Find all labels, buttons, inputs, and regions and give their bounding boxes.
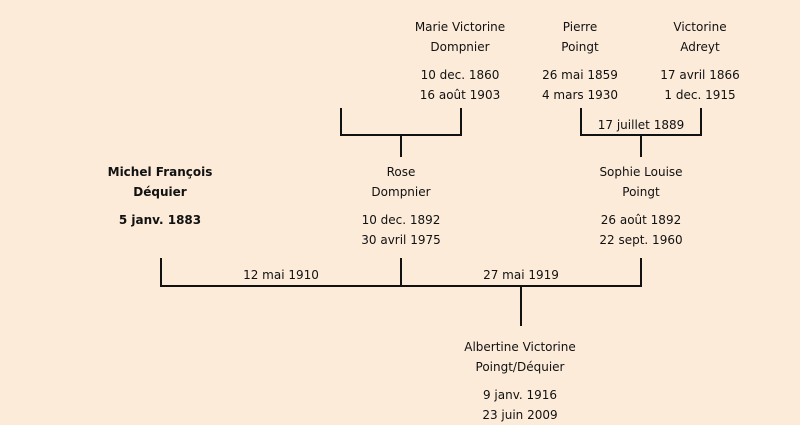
birth-date: 9 janv. 1916 — [482, 388, 558, 402]
name: Albertine Victorine — [464, 340, 576, 354]
death-date: 4 mars 1930 — [541, 88, 619, 102]
birth-date: 17 avril 1866 — [660, 68, 740, 82]
surname: Poingt — [561, 40, 599, 54]
connector-marie-rose — [340, 108, 462, 157]
connector-marriages — [160, 258, 642, 287]
surname: Dompnier — [430, 40, 490, 54]
name: Pierre — [562, 20, 598, 34]
death-date: 16 août 1903 — [419, 88, 501, 102]
birth-date: 26 mai 1859 — [542, 68, 618, 82]
birth-date: 10 dec. 1892 — [361, 213, 441, 227]
person-pierre-poingt: Pierre Poingt 26 mai 1859 4 mars 1930 — [490, 17, 670, 105]
surname: Poingt/Déquier — [475, 360, 565, 374]
person-marie-victorine-dompnier: Marie Victorine Dompnier 10 dec. 1860 16… — [370, 17, 550, 105]
surname: Déquier — [133, 185, 187, 199]
surname: Adreyt — [680, 40, 720, 54]
death-date: 30 avril 1975 — [361, 233, 441, 247]
person-rose-dompnier: Rose Dompnier 10 dec. 1892 30 avril 1975 — [311, 162, 491, 250]
marriage-date-pierre-victorine: 17 juillet 1889 — [597, 118, 685, 132]
death-date: 23 juin 2009 — [482, 408, 558, 422]
person-victorine-adreyt: Victorine Adreyt 17 avril 1866 1 dec. 19… — [610, 17, 790, 105]
name: Rose — [386, 165, 416, 179]
name: Michel François — [107, 165, 213, 179]
surname: Dompnier — [371, 185, 431, 199]
birth-date: 10 dec. 1860 — [420, 68, 500, 82]
name: Sophie Louise — [599, 165, 683, 179]
person-michel-francois-dequier: Michel François Déquier 5 janv. 1883 — [70, 162, 250, 230]
death-date: 1 dec. 1915 — [664, 88, 736, 102]
surname: Poingt — [622, 185, 660, 199]
person-sophie-louise-poingt: Sophie Louise Poingt 26 août 1892 22 sep… — [551, 162, 731, 250]
person-albertine-victorine-poingt-dequier: Albertine Victorine Poingt/Déquier 9 jan… — [430, 337, 610, 425]
death-date: 22 sept. 1960 — [599, 233, 683, 247]
name: Marie Victorine — [414, 20, 506, 34]
marriage-date-michel-rose: 12 mai 1910 — [243, 268, 319, 282]
marriage-date-michel-sophie: 27 mai 1919 — [483, 268, 559, 282]
birth-date: 5 janv. 1883 — [118, 213, 202, 227]
connector-pierre-victorine-sophie — [580, 108, 702, 157]
birth-date: 26 août 1892 — [600, 213, 682, 227]
name: Victorine — [673, 20, 727, 34]
